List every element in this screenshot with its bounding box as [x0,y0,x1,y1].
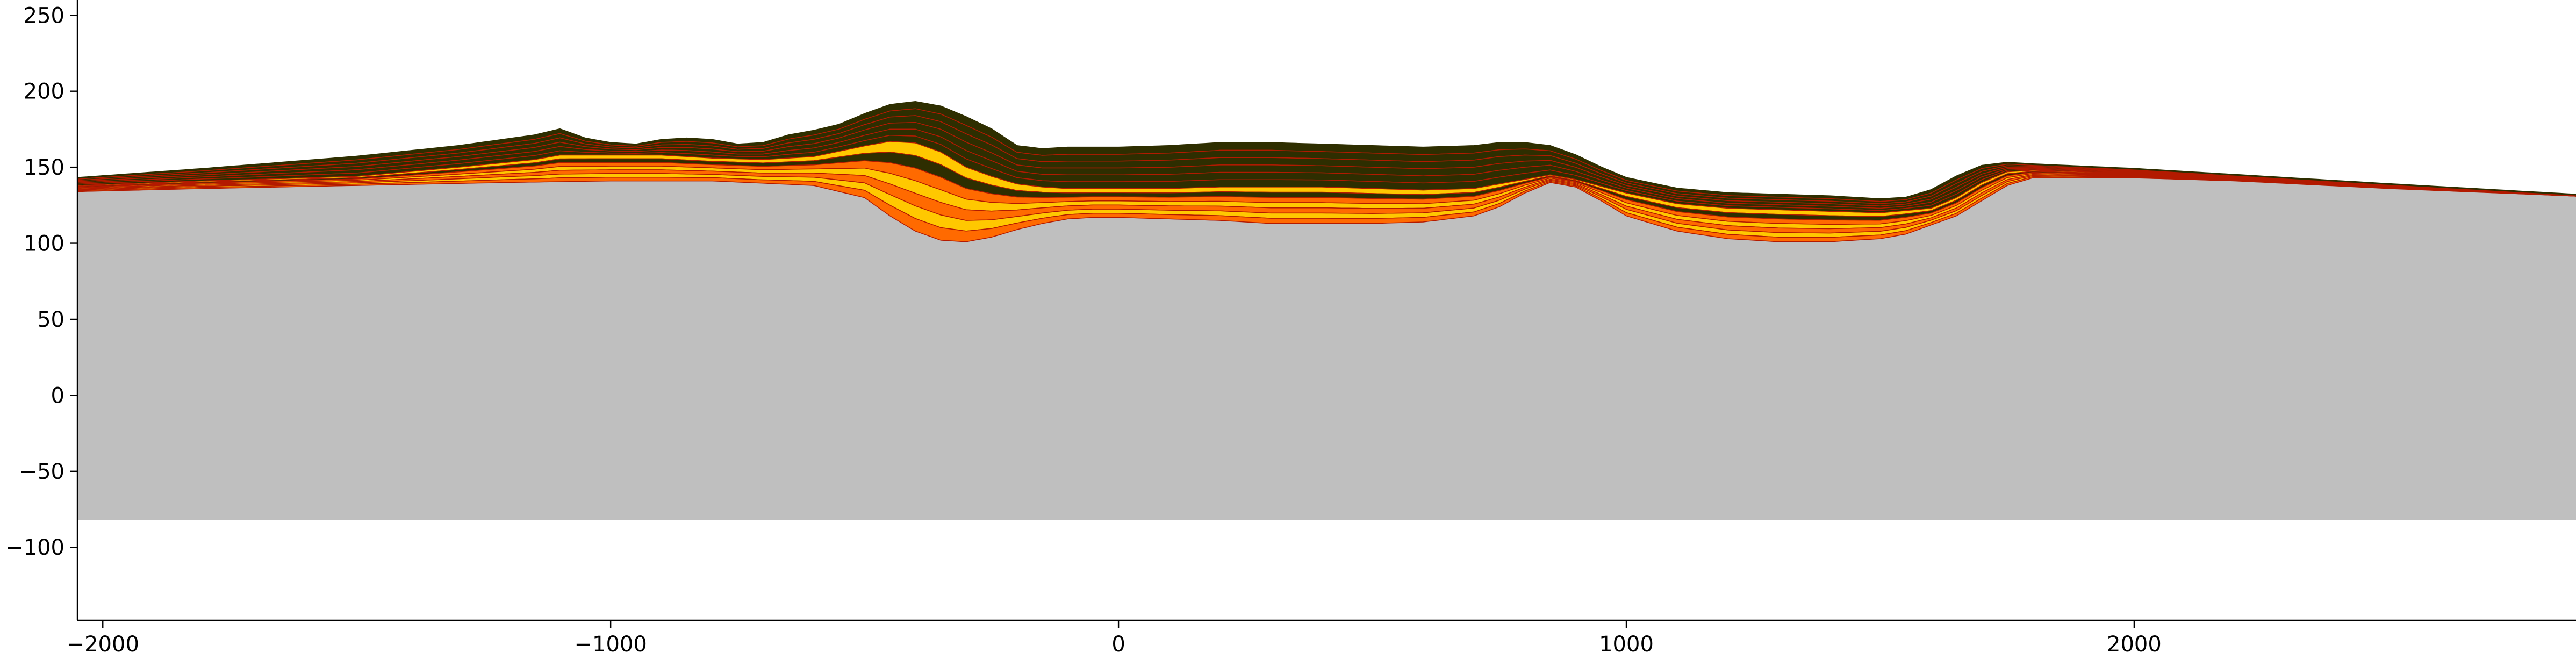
sediment-layer-13-orange [77,176,2576,242]
y-tick-label: 150 [24,155,64,180]
y-tick-label: −100 [5,535,64,560]
stratigraphic-layers [77,101,2576,520]
y-tick-label: 50 [37,307,64,332]
x-tick-label: −2000 [67,632,139,657]
x-tick-label: 1000 [1599,632,1654,657]
y-axis-ticks: −100 −50 0 50 100 150 200 250 [5,3,77,560]
x-axis-ticks: −2000 −1000 0 1000 2000 [67,620,2162,657]
x-tick-label: 2000 [2107,632,2162,657]
y-tick-label: 0 [51,383,64,408]
y-tick-label: −50 [19,460,64,484]
plot-area [77,101,2576,520]
x-tick-label: −1000 [575,632,647,657]
sediment-top-outline [77,101,2576,200]
y-tick-label: 100 [24,232,64,256]
axes: −2000 −1000 0 1000 2000 −100 −50 0 50 100 150 200 2… [5,0,2576,657]
x-tick-label: 0 [1111,632,1125,657]
basement-area [77,177,2576,520]
y-tick-label: 250 [24,3,64,28]
y-tick-label: 200 [24,80,64,104]
